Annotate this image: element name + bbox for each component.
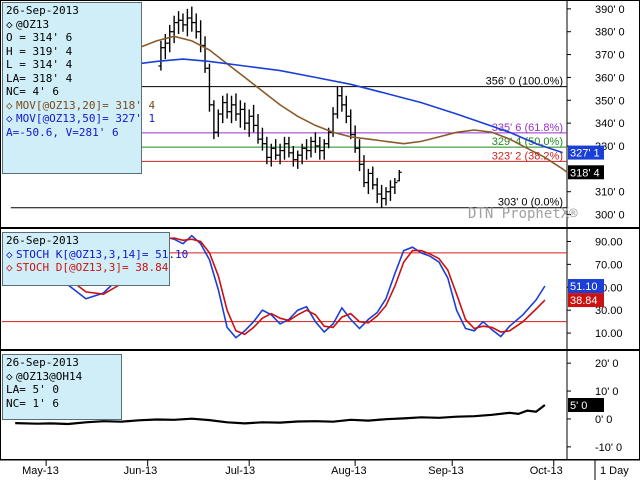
y-tick-label: 90.00 (595, 236, 623, 248)
x-tick-label: Jul-13 (225, 465, 255, 477)
y-tick-label: 390' 0 (595, 4, 625, 16)
y-tick-label: 340' 0 (595, 118, 625, 130)
x-tick-label: Jun-13 (124, 465, 158, 477)
interval-label: 1 Day (600, 465, 629, 477)
mov20-row: ◇ MOV[@OZ13,20]= 318' 4 (6, 98, 156, 112)
fib-label: 303' 0 (0.0%) (498, 197, 563, 209)
y-tick-label: 30.00 (595, 305, 623, 317)
price-high: H = 319' 4 (6, 44, 73, 58)
series-line (15, 404, 546, 426)
value-marker-label: 318' 4 (570, 167, 600, 179)
x-tick-label: Oct-13 (530, 465, 563, 477)
spread-info-box[interactable]: 26-Sep-2013 ◇ @OZ13@OH14 LA= 5' 0 NC= 1' … (2, 354, 122, 420)
stoch-d-label: STOCH D[@OZ13,3]= 38.84 (16, 261, 169, 274)
y-tick-label: 350' 0 (595, 95, 625, 107)
spread-symbol: @OZ13@OH14 (16, 369, 83, 383)
price-net-change: NC= 4' 6 (6, 85, 59, 98)
y-tick-label: 310' 0 (595, 187, 625, 199)
y-tick-label: -10' 0 (595, 442, 622, 454)
spread-last: LA= 5' 0 (6, 383, 59, 396)
y-tick-label: 10.00 (595, 328, 623, 340)
stoch-k-row: ◇ STOCH K[@OZ13,3,14]= 51.10 (6, 247, 189, 261)
price-last: LA= 318' 4 (6, 71, 73, 85)
value-marker-label: 327' 1 (570, 148, 600, 160)
stoch-k-label: STOCH K[@OZ13,3,14]= 51.10 (16, 247, 189, 261)
fib-label: 329' 4 (50.0%) (492, 136, 563, 148)
y-tick-label: 10' 0 (595, 386, 619, 398)
stoch-info-box[interactable]: 26-Sep-2013 ◇ STOCH K[@OZ13,3,14]= 51.10 … (2, 232, 189, 286)
price-open: O = 314' 6 (6, 31, 73, 44)
mov20-label: MOV[@OZ13,20]= 318' 4 (16, 98, 156, 112)
y-tick-label: 370' 0 (595, 50, 625, 62)
mov50-label: MOV[@OZ13,50]= 327' 1 (16, 112, 156, 125)
x-tick-label: Sep-13 (428, 465, 463, 477)
value-marker (568, 398, 604, 412)
price-symbol-row: ◇ @OZ13 (6, 17, 50, 31)
fib-label: 335' 6 (61.8%) (492, 122, 563, 134)
value-marker (568, 279, 604, 294)
y-tick-label: 360' 0 (595, 72, 625, 84)
price-low: L = 314' 4 (6, 58, 73, 71)
value-marker (568, 165, 604, 180)
y-tick-label: 20' 0 (595, 358, 619, 370)
x-axis: May-13 Jun-13 Jul-13 Aug-13 Sep-13 Oct-13 1 Da… (0, 459, 640, 480)
spread-symbol-row: ◇ @OZ13@OH14 (6, 369, 83, 383)
value-marker (568, 293, 604, 308)
price-symbol: @OZ13 (16, 17, 50, 31)
y-tick-label: 0' 0 (595, 414, 612, 426)
price-date: 26-Sep-2013 (6, 4, 79, 17)
acc-vol-label: A=-50.6, V=281' 6 (6, 125, 119, 139)
value-marker (568, 145, 604, 160)
fib-label: 323' 2 (38.2%) (492, 150, 563, 162)
stoch-date: 26-Sep-2013 (6, 234, 79, 247)
fib-label: 356' 0 (100.0%) (486, 76, 563, 88)
price-info-box[interactable]: 26-Sep-2013 ◇ @OZ13 O = 314' 6 H = 319' 4… (2, 2, 156, 174)
watermark: DTN ProphetX® (468, 206, 578, 222)
value-marker-label: 51.10 (570, 281, 598, 293)
x-tick-label: Aug-13 (331, 465, 366, 477)
stoch-d-row: ◇ STOCH D[@OZ13,3]= 38.84 (6, 261, 169, 274)
spread-date: 26-Sep-2013 (6, 356, 79, 369)
y-tick-label: 70.00 (595, 259, 623, 271)
value-marker-label: 5' 0 (570, 400, 587, 412)
x-tick-label: May-13 (22, 465, 59, 477)
spread-panel: 20' 0 10' 0 0' 0 -10' 0 5' 0 (0, 350, 640, 460)
spread-net-change: NC= 1' 6 (6, 396, 59, 410)
y-tick-label: 300' 0 (595, 210, 625, 222)
value-marker-label: 38.84 (570, 295, 598, 307)
y-tick-label: 380' 0 (595, 27, 625, 39)
mov50-row: ◇ MOV[@OZ13,50]= 327' 1 (6, 112, 156, 125)
